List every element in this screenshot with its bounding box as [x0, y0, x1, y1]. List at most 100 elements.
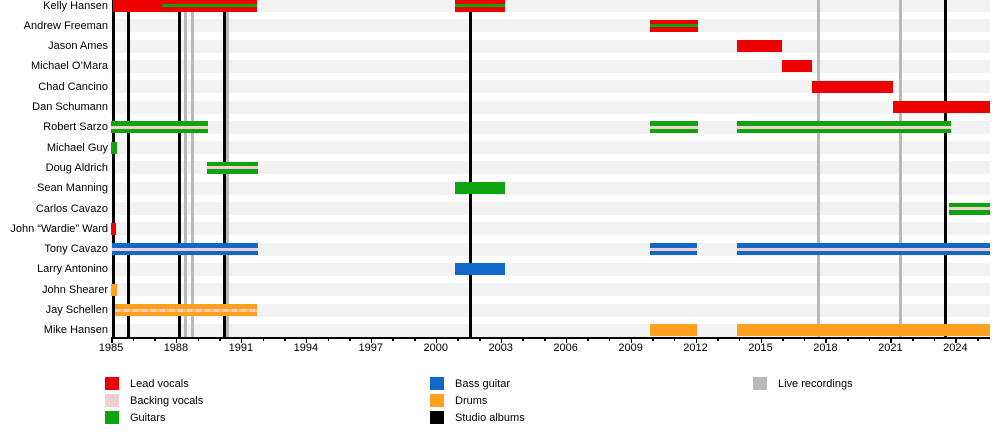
- axis-minor-tick: [392, 337, 394, 341]
- timeline-bar-drums: [115, 304, 258, 316]
- timeline-bar-lead_vocals: [113, 0, 258, 12]
- axis-major-tick: [695, 337, 698, 343]
- row-band: [111, 0, 990, 12]
- member-label: Chad Cancino: [38, 80, 108, 93]
- axis-tick-label: 2012: [683, 342, 708, 354]
- timeline-bar-lead_vocals: [782, 60, 813, 73]
- live-recordings-swatch: [753, 377, 767, 390]
- legend-label: Lead vocals: [130, 377, 189, 390]
- legend-item: Guitars: [105, 411, 203, 424]
- axis-minor-tick: [717, 337, 719, 341]
- row-band: [111, 141, 990, 155]
- axis-minor-tick: [587, 337, 589, 341]
- timeline-bar-lead_vocals: [812, 80, 893, 93]
- drums-swatch: [430, 394, 444, 407]
- backing-vocals-stripe: [736, 247, 990, 251]
- row-band: [111, 59, 990, 73]
- member-label: Jason Ames: [48, 40, 108, 53]
- legend-item: Studio albums: [430, 411, 525, 424]
- axis-major-tick: [500, 337, 503, 343]
- axis-minor-tick: [738, 337, 741, 341]
- row-band: [111, 202, 990, 215]
- row-band: [111, 222, 990, 236]
- member-label: Doug Aldrich: [45, 161, 108, 174]
- axis-minor-tick: [479, 337, 481, 341]
- row-band: [111, 161, 990, 175]
- backing-vocals-stripe: [650, 247, 697, 251]
- axis-major-tick: [565, 337, 568, 343]
- timeline-bar-guitars: [111, 121, 209, 134]
- member-label: Michael Guy: [46, 141, 108, 154]
- axis-tick-label: 1994: [293, 342, 319, 354]
- member-label: John “Wardie” Ward: [10, 222, 108, 235]
- studio-album-line: [468, 0, 472, 337]
- axis-tick-label: 2006: [553, 342, 578, 354]
- axis-major-tick: [825, 337, 827, 343]
- live-recording-line: [898, 0, 902, 337]
- timeline-bar-guitars: [455, 182, 506, 195]
- member-label: John Shearer: [41, 283, 108, 296]
- axis-minor-tick: [847, 337, 849, 341]
- member-label: Sean Manning: [37, 182, 108, 195]
- guitars-swatch: [105, 411, 119, 424]
- timeline-bar-lead_vocals: [736, 40, 783, 53]
- member-label: Robert Sarzo: [43, 121, 108, 134]
- axis-minor-tick: [544, 337, 546, 341]
- axis-minor-tick: [219, 337, 221, 341]
- live-recording-line: [817, 0, 821, 337]
- axis-minor-tick: [977, 337, 979, 341]
- legend-column: Bass guitar Drums Studio albums: [430, 377, 525, 428]
- row-band: [111, 181, 990, 195]
- legend-item: Lead vocals: [105, 377, 203, 390]
- axis-minor-tick: [132, 337, 135, 341]
- timeline-bar-drums: [736, 324, 990, 337]
- axis-minor-tick: [652, 337, 654, 341]
- row-band: [111, 80, 990, 94]
- legend-label: Bass guitar: [455, 377, 511, 390]
- axis-minor-tick: [327, 337, 329, 341]
- guitars-stripe: [650, 24, 698, 28]
- axis-minor-tick: [284, 337, 286, 341]
- member-label: Larry Antonino: [37, 263, 108, 276]
- axis-minor-tick: [933, 337, 936, 341]
- legend-label: Backing vocals: [130, 394, 204, 407]
- row-band: [111, 283, 990, 297]
- guitars-stripe: [161, 4, 258, 7]
- timeline-bar-lead_vocals: [455, 0, 506, 12]
- axis-tick-label: 1997: [358, 342, 384, 354]
- axis-major-tick: [370, 337, 373, 343]
- row-band: [111, 303, 990, 317]
- axis-minor-tick: [414, 337, 416, 341]
- studio-album-line: [111, 0, 115, 337]
- guitars-stripe: [455, 4, 506, 7]
- axis-minor-tick: [522, 337, 524, 341]
- backing-vocals-stripe: [111, 125, 209, 129]
- member-label: Mike Hansen: [43, 324, 108, 337]
- member-label: Kelly Hansen: [43, 0, 108, 12]
- x-axis-line: [111, 337, 990, 339]
- legend-label: Guitars: [130, 411, 166, 424]
- axis-tick-label: 1991: [228, 342, 254, 354]
- member-label: Michael O’Mara: [30, 60, 108, 73]
- axis-tick-label: 1985: [98, 342, 124, 354]
- axis-minor-tick: [803, 337, 806, 341]
- axis-minor-tick: [608, 337, 611, 341]
- axis-minor-tick: [349, 337, 351, 341]
- studio-album-line: [126, 0, 130, 337]
- live-recording-line: [190, 0, 194, 337]
- legend-column: Lead vocals Backing vocals Guitars: [105, 377, 203, 428]
- axis-major-tick: [111, 337, 113, 343]
- axis-minor-tick: [912, 337, 914, 341]
- member-label: Carlos Cavazo: [35, 202, 108, 215]
- timeline-bar-guitars: [736, 121, 952, 134]
- member-label: Tony Cavazo: [44, 243, 108, 256]
- axis-tick-label: 2021: [878, 342, 903, 354]
- timeline-bar-bass_guitar: [112, 243, 259, 256]
- timeline-bar-guitars: [111, 141, 118, 154]
- legend-item: Live recordings: [753, 377, 853, 390]
- axis-major-tick: [630, 337, 633, 343]
- axis-tick-label: 2015: [748, 342, 773, 354]
- axis-minor-tick: [673, 337, 676, 341]
- backing-vocals-stripe: [115, 308, 258, 312]
- axis-major-tick: [890, 337, 892, 343]
